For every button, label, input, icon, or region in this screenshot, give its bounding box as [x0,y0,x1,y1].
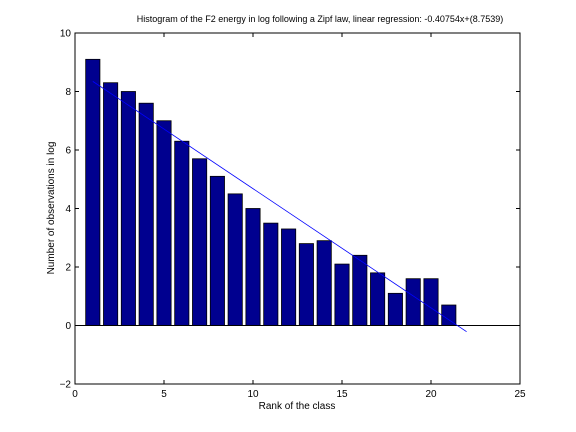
bar-rank-6 [174,140,190,326]
bar-rank-3 [120,91,136,326]
bar-rank-7 [192,158,208,326]
bar-rank-9 [227,193,243,326]
bar-rank-11 [263,222,279,326]
regression-line [92,81,467,333]
lines-layer [75,81,520,333]
x-tick-label: 0 [72,389,78,400]
bar-rank-20 [423,278,439,326]
bar-rank-2 [103,82,119,326]
bar-rank-18 [387,292,403,326]
x-tick-label: 5 [161,389,167,400]
bar-rank-16 [352,254,368,326]
bars-layer [85,58,457,326]
bar-rank-19 [405,278,421,326]
bar-rank-10 [245,208,261,326]
bar-rank-5 [156,120,172,326]
bar-rank-14 [316,240,332,326]
y-tick-label: 2 [65,263,71,274]
bar-rank-12 [281,228,297,326]
bar-rank-21 [441,304,457,326]
x-tick-label: 15 [336,389,348,400]
bar-rank-4 [138,102,154,326]
bar-rank-1 [85,58,101,326]
x-tick-label: 20 [425,389,437,400]
y-tick-label: 8 [65,87,71,98]
x-tick-label: 25 [514,389,526,400]
x-tick-label: 10 [247,389,259,400]
bar-rank-13 [298,243,314,326]
bar-rank-15 [334,263,350,326]
x-axis-label: Rank of the class [259,401,336,412]
y-tick-label: 10 [60,29,72,40]
y-axis-label: Number of observations in log [46,142,57,275]
bar-rank-17 [370,272,386,326]
y-tick-label: −2 [60,380,72,391]
y-tick-label: 0 [65,321,71,332]
bar-rank-8 [209,175,225,326]
y-tick-label: 4 [65,204,71,215]
chart-title: Histogram of the F2 energy in log follow… [137,14,503,24]
y-tick-label: 6 [65,146,71,157]
